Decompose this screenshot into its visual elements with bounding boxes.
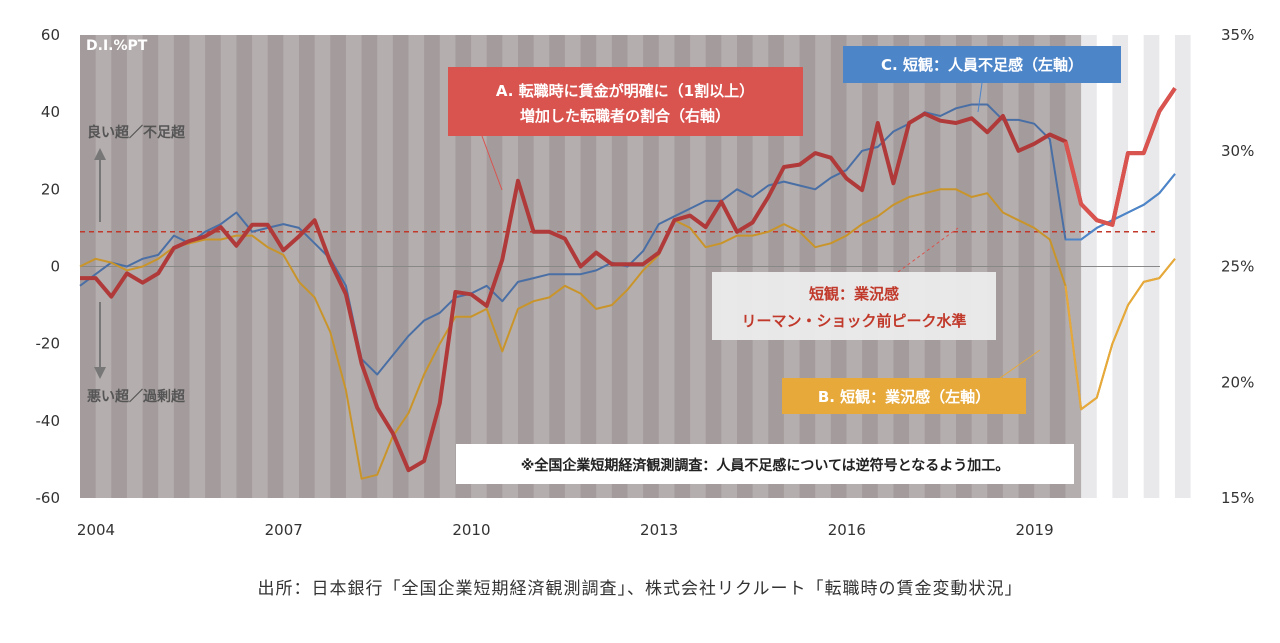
y2-tick-label: 15% [1221, 489, 1254, 507]
series-lines [79, 87, 1177, 480]
x-tick-label: 2007 [265, 521, 303, 539]
series-line-left-0 [79, 103, 1176, 376]
y2-tick-label: 20% [1221, 373, 1254, 391]
y-tick-label: -20 [36, 335, 61, 353]
y-tick-label: -60 [36, 489, 61, 507]
callout-b: B. 短観：業況感（左軸） [782, 349, 1041, 414]
source-note: 出所：日本銀行「全国企業短期経済観測調査」、株式会社リクルート「転職時の賃金変動… [257, 579, 1023, 599]
series-line-recent-1 [1064, 258, 1176, 411]
bg-stripe [1190, 35, 1207, 498]
reference-label-line2: リーマン・ショック前ピーク水準 [741, 312, 966, 330]
y2-tick-label: 35% [1221, 26, 1254, 44]
series-line-recent-2 [1063, 87, 1177, 227]
callout-c-label: C. 短観：人員不足感（左軸） [881, 56, 1083, 74]
y-axis-unit-label: D.I.%PT [86, 38, 148, 54]
y-tick-label: 0 [50, 258, 60, 276]
footnote-text: ※全国企業短期経済観測調査：人員不足感については逆符号となるよう加工。 [521, 457, 1010, 474]
series-line-left-1 [79, 188, 1176, 480]
x-tick-label: 2004 [77, 521, 115, 539]
y-tick-label: 40 [41, 103, 60, 121]
callout-c: C. 短観：人員不足感（左軸） [843, 46, 1121, 113]
footnote: ※全国企業短期経済観測調査：人員不足感については逆符号となるよう加工。 [456, 444, 1074, 484]
bg-stripe [1174, 35, 1192, 498]
axes: 60 40 20 0 -20 -40 -60 35% 30% 25% 20% 15% 2004 2007 2… [36, 26, 1255, 539]
upper-side-label: 良い超／不足超 [87, 124, 186, 141]
lower-side-label: 悪い超／過剰超 [87, 388, 186, 405]
series-line-recent-0 [1065, 173, 1176, 241]
callout-a-line1: A. 転職時に賃金が明確に（1割以上） [496, 82, 754, 100]
callout-b-label: B. 短観：業況感（左軸） [818, 388, 990, 406]
y2-tick-label: 30% [1221, 142, 1254, 160]
x-tick-label: 2013 [640, 521, 678, 539]
callout-a-line2: 増加した転職者の割合（右軸） [520, 107, 730, 125]
x-tick-label: 2010 [452, 521, 490, 539]
callout-a: A. 転職時に賃金が明確に（1割以上） 増加した転職者の割合（右軸） [448, 67, 803, 191]
reference-line-callout: 短観：業況感 リーマン・ショック前ピーク水準 [712, 227, 996, 340]
reference-label-line1: 短観：業況感 [809, 285, 899, 303]
y2-tick-label: 25% [1221, 258, 1254, 276]
y-tick-label: 20 [41, 180, 60, 198]
down-arrow-icon [94, 302, 106, 379]
x-tick-label: 2016 [828, 521, 866, 539]
y-tick-label: -40 [36, 412, 61, 430]
bg-stripe [1159, 35, 1176, 498]
up-arrow-icon [94, 148, 106, 222]
series-line-right-2 [80, 87, 1177, 473]
x-tick-label: 2019 [1015, 521, 1053, 539]
y-tick-label: 60 [41, 26, 60, 44]
